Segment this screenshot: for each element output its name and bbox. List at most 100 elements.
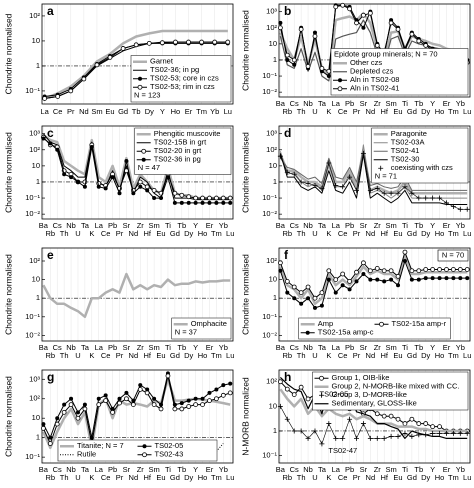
point bbox=[312, 33, 318, 39]
point bbox=[457, 267, 463, 272]
point bbox=[319, 65, 325, 71]
x-tick-label: Sr bbox=[360, 221, 368, 230]
point bbox=[200, 402, 205, 408]
x-tick-label: Pr bbox=[353, 107, 361, 116]
legend-label: TS02-15B in grt bbox=[154, 138, 207, 147]
x-tick-label: Nb bbox=[66, 221, 76, 230]
point bbox=[305, 435, 311, 441]
point bbox=[124, 396, 129, 402]
x-tick-label: Tb bbox=[177, 465, 186, 474]
legend-marker bbox=[137, 84, 143, 90]
x-tick-label: Pr bbox=[116, 473, 124, 482]
legend-label: Titanite; N = 7 bbox=[77, 441, 124, 450]
legend-label: Group 2, N-MORB-like mixed with CC. bbox=[332, 382, 460, 391]
point bbox=[152, 196, 157, 201]
point bbox=[312, 428, 318, 434]
legend-marker bbox=[305, 330, 310, 335]
point bbox=[464, 267, 470, 272]
point bbox=[305, 181, 311, 187]
point bbox=[172, 190, 178, 196]
x-tick-label: Eu bbox=[393, 229, 402, 238]
plot-frame bbox=[41, 369, 234, 464]
legend-marker-group bbox=[138, 76, 142, 81]
y-axis-label: Chondrite normalised bbox=[240, 132, 250, 213]
x-tick-label: Rb bbox=[283, 473, 293, 482]
point bbox=[172, 200, 177, 205]
legend-marker-group bbox=[379, 321, 384, 327]
point bbox=[165, 373, 171, 379]
point bbox=[437, 430, 443, 436]
x-tick-label: Ti bbox=[402, 465, 408, 474]
point bbox=[107, 54, 113, 60]
x-tick-label: Ta bbox=[81, 343, 90, 352]
point bbox=[152, 396, 157, 401]
x-tick-label: Tb bbox=[414, 343, 423, 352]
point bbox=[144, 390, 150, 396]
x-tick-label: U bbox=[312, 473, 317, 482]
point bbox=[172, 406, 178, 412]
x-tick-label: Lu bbox=[463, 107, 471, 116]
annotation: TS02-05 bbox=[320, 390, 349, 399]
point bbox=[207, 200, 212, 205]
x-tick-label: Dy bbox=[184, 351, 193, 360]
x-tick-label: Ce bbox=[338, 473, 348, 482]
point bbox=[395, 190, 401, 196]
y-tick-label: 10 bbox=[269, 275, 277, 284]
x-tick-label: Cs bbox=[53, 465, 62, 474]
x-tick-label: Gd bbox=[118, 107, 128, 116]
point bbox=[55, 416, 60, 421]
x-tick-label: Nd bbox=[366, 473, 376, 482]
x-tick-label: Ho bbox=[435, 107, 445, 116]
legend-note: N = 123 bbox=[134, 91, 160, 100]
x-tick-label: Gd bbox=[170, 351, 180, 360]
x-tick-label: Tm bbox=[196, 107, 207, 116]
x-tick-label: Dy bbox=[421, 473, 430, 482]
point bbox=[430, 430, 436, 436]
point bbox=[443, 200, 449, 206]
x-tick-label: Nb bbox=[303, 343, 313, 352]
x-tick-label: La bbox=[95, 465, 104, 474]
plot-frame bbox=[41, 125, 234, 220]
series-line bbox=[279, 388, 468, 433]
x-tick-label: Er bbox=[206, 465, 214, 474]
x-tick-label: Ta bbox=[318, 465, 327, 474]
x-tick-label: La bbox=[332, 99, 341, 108]
point bbox=[82, 406, 88, 412]
point bbox=[450, 267, 456, 272]
x-tick-label: Eu bbox=[393, 473, 402, 482]
x-tick-label: Rb bbox=[283, 107, 293, 116]
legend-marker-group bbox=[141, 157, 146, 162]
point bbox=[347, 416, 353, 422]
point bbox=[62, 402, 67, 407]
x-tick-label: Cs bbox=[290, 221, 299, 230]
point bbox=[159, 40, 165, 46]
point bbox=[117, 400, 122, 406]
x-tick-label: Ti bbox=[165, 465, 171, 474]
x-tick-label: Ho bbox=[171, 107, 181, 116]
x-tick-label: Lu bbox=[463, 351, 471, 360]
point bbox=[326, 74, 331, 79]
y-tick-label: 10² bbox=[266, 145, 277, 154]
x-tick-label: Zr bbox=[374, 465, 382, 474]
point bbox=[416, 421, 422, 426]
panel: 10⁻²10⁻¹11010²10³BaRbCsThNbUTaKLaCePbPrS… bbox=[3, 125, 234, 238]
point bbox=[103, 398, 109, 404]
x-tick-label: Y bbox=[430, 343, 435, 352]
panel: 10⁻¹ 1 10 10² BaRbCsThNbUTaKLaCePbPrSrNdZrHf… bbox=[240, 369, 471, 482]
point bbox=[409, 268, 415, 274]
panel: 10⁻² 10⁻¹ 1 10 10² BaRbCsThNbUTaKLaCePbPrSrNd… bbox=[3, 247, 234, 360]
point bbox=[124, 390, 129, 395]
point bbox=[186, 398, 191, 403]
x-tick-label: Lu bbox=[226, 351, 234, 360]
y-axis-label: N-MORB normalized bbox=[240, 377, 250, 456]
annotation: TS02-47 bbox=[328, 446, 357, 455]
point bbox=[298, 428, 304, 434]
point bbox=[291, 57, 297, 63]
x-tick-label: Lu bbox=[224, 107, 232, 116]
y-tick-label: 10⁻² bbox=[262, 330, 277, 339]
point bbox=[96, 396, 101, 401]
x-tick-label: K bbox=[326, 229, 331, 238]
point bbox=[94, 62, 100, 68]
point bbox=[340, 2, 346, 8]
plot-frame bbox=[278, 125, 471, 220]
